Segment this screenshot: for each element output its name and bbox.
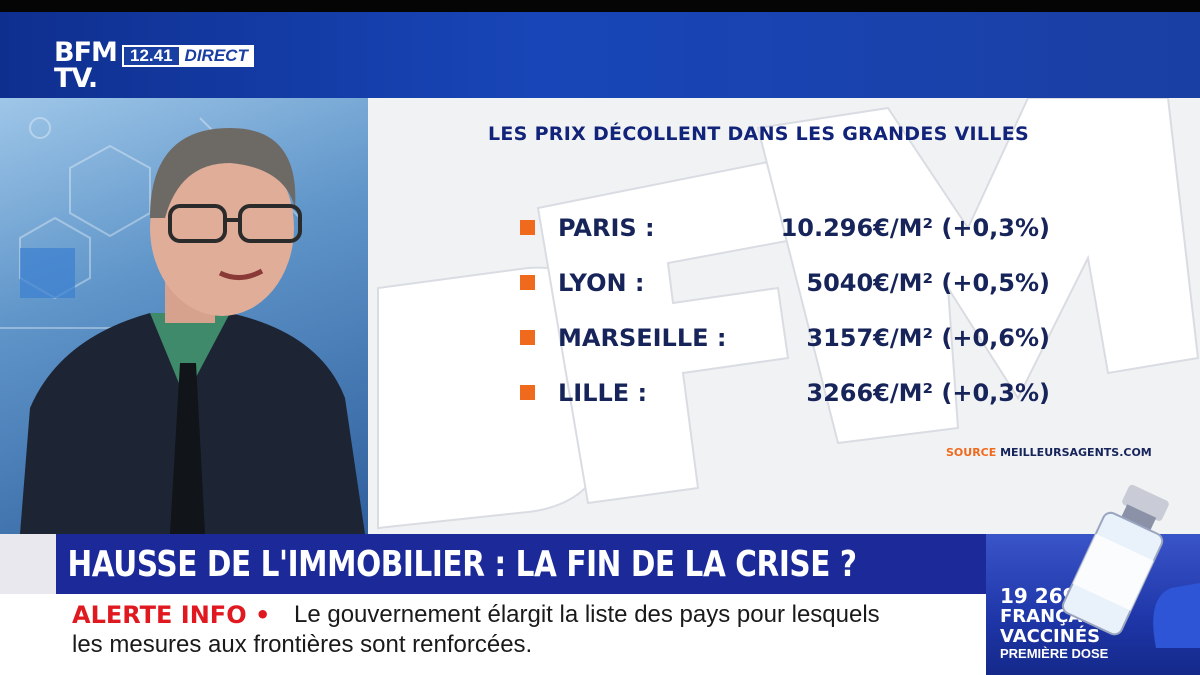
vaccine-vial-icon bbox=[1061, 484, 1200, 648]
price-row: PARIS : 10.296€/M² (+0,3%) bbox=[520, 210, 1050, 246]
alert-label-text: ALERTE INFO bbox=[72, 601, 247, 629]
presenter-figure bbox=[0, 117, 365, 534]
infographic-title: LES PRIX DÉCOLLENT DANS LES GRANDES VILL… bbox=[488, 123, 1029, 145]
data-source: SOURCE MEILLEURSAGENTS.COM bbox=[946, 446, 1152, 459]
live-badge: DIRECT bbox=[178, 45, 254, 67]
logo-line-2: TV. bbox=[54, 63, 98, 94]
source-label: SOURCE bbox=[946, 446, 997, 459]
clock-time: 12.41 bbox=[122, 45, 179, 67]
alert-label: ALERTE INFO • bbox=[72, 601, 270, 629]
price-row: LILLE : 3266€/M² (+0,3%) bbox=[520, 375, 1050, 411]
alert-bullet: • bbox=[254, 601, 271, 629]
bullet-square-icon bbox=[520, 385, 535, 400]
bfm-watermark bbox=[377, 98, 1200, 530]
price-infographic-panel: LES PRIX DÉCOLLENT DANS LES GRANDES VILL… bbox=[368, 98, 1200, 534]
price-row: LYON : 5040€/M² (+0,5%) bbox=[520, 265, 1050, 301]
top-black-band bbox=[0, 0, 1200, 12]
ticker-line-1: Le gouvernement élargit la liste des pay… bbox=[294, 601, 880, 628]
headline-text: HAUSSE DE L'IMMOBILIER : LA FIN DE LA CR… bbox=[67, 543, 857, 585]
headline-left-accent bbox=[0, 534, 56, 594]
bullet-square-icon bbox=[520, 330, 535, 345]
source-name: MEILLEURSAGENTS.COM bbox=[1000, 446, 1152, 459]
city-price: 10.296€/M² (+0,3%) bbox=[780, 214, 1050, 242]
ticker-line-2: les mesures aux frontières sont renforcé… bbox=[72, 631, 533, 658]
city-name: LYON : bbox=[558, 269, 645, 297]
vaccinated-line-4: PREMIÈRE DOSE bbox=[1000, 646, 1109, 661]
bullet-square-icon bbox=[520, 275, 535, 290]
headline-bar: HAUSSE DE L'IMMOBILIER : LA FIN DE LA CR… bbox=[56, 534, 986, 594]
live-clock: 12.41 DIRECT bbox=[122, 45, 254, 67]
logo-line-1: BFM bbox=[54, 37, 118, 68]
studio-video-feed bbox=[0, 98, 368, 534]
bullet-square-icon bbox=[520, 220, 535, 235]
city-name: PARIS : bbox=[558, 214, 655, 242]
city-price: 3266€/M² (+0,3%) bbox=[806, 379, 1050, 407]
city-price: 5040€/M² (+0,5%) bbox=[806, 269, 1050, 297]
news-ticker: ALERTE INFO • Le gouvernement élargit la… bbox=[0, 594, 986, 675]
city-price: 3157€/M² (+0,6%) bbox=[806, 324, 1050, 352]
vaccinated-line-3: VACCINÉS bbox=[1000, 626, 1101, 647]
price-row: MARSEILLE : 3157€/M² (+0,6%) bbox=[520, 320, 1050, 356]
city-name: MARSEILLE : bbox=[558, 324, 727, 352]
bfmtv-logo: BFM TV. bbox=[54, 37, 118, 94]
city-name: LILLE : bbox=[558, 379, 648, 407]
